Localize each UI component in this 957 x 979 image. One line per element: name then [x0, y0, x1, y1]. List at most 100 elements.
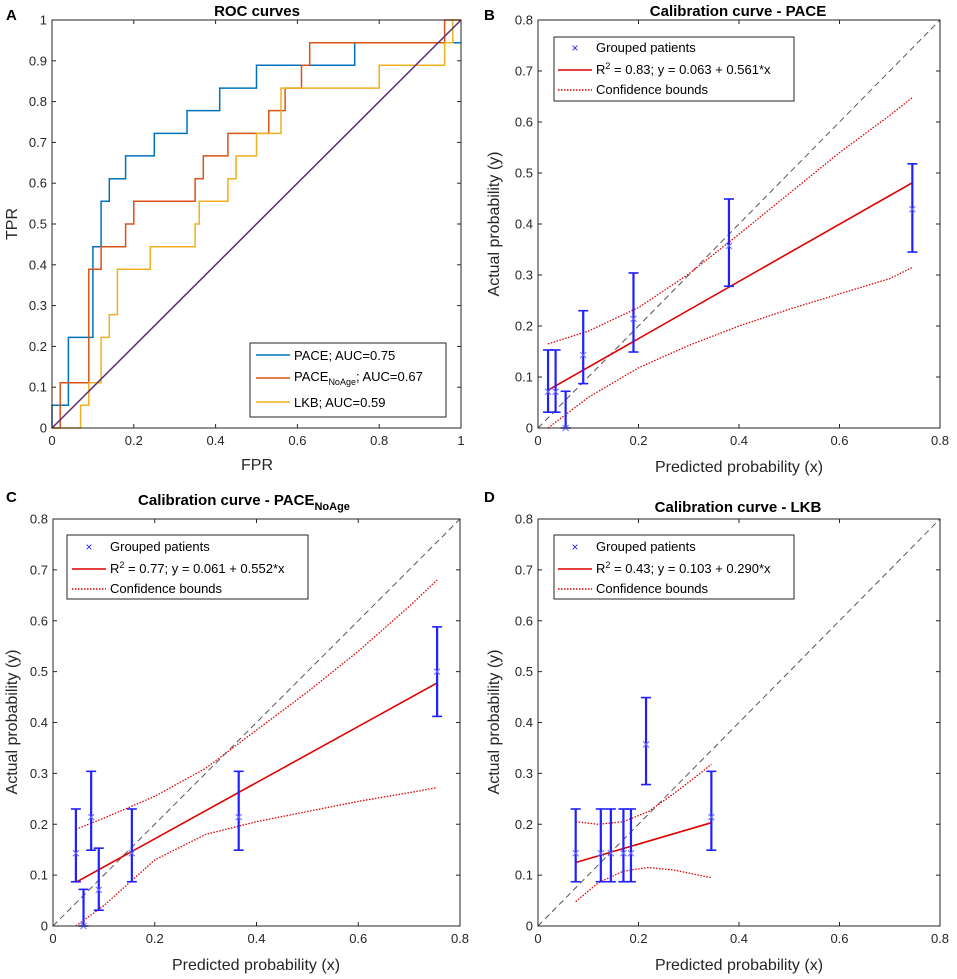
- y-tick-label: 0.3: [515, 766, 533, 781]
- y-tick-label: 0.3: [515, 268, 533, 283]
- y-tick-label: 0.1: [29, 380, 47, 395]
- b-legend-fit: R2 = 0.83; y = 0.063 + 0.561*x: [596, 61, 771, 77]
- point-marker-stroke: [909, 205, 916, 213]
- x-tick-label: 0.4: [247, 931, 265, 946]
- grouped-patient-point: [708, 813, 715, 821]
- d-xlabel: Predicted probability (x): [655, 957, 823, 974]
- b-legend-box: [553, 36, 795, 102]
- upper-bound-line: [547, 96, 913, 345]
- d-legend-box: [553, 534, 795, 600]
- y-tick-label: 0: [526, 919, 533, 934]
- y-tick-label: 0.9: [29, 53, 47, 68]
- y-tick-label: 0.6: [515, 115, 533, 130]
- grouped-patient-point: [620, 849, 627, 857]
- y-tick-label: 0.6: [515, 613, 533, 628]
- y-tick-label: 0.8: [515, 512, 533, 527]
- a-ticks: 0 0.2 0.4 0.6 0.8 1 0 0.1 0.2 0.3 0.4 0.5 0.6 0.7 0.8 0…: [29, 13, 465, 449]
- panel-b-calibration-pace: B Calibration curve - PACE 0 0.2 0.4 0.6 0.8…: [484, 3, 949, 476]
- y-tick-label: 0.1: [515, 868, 533, 883]
- fit-line: [575, 821, 712, 864]
- c-ticks: 0 0.2 0.4 0.6 0.8 0 0.1 0.2 0.3 0.4 0.5 0.6 0.7 0.8: [30, 512, 469, 947]
- lower-bound-line: [575, 866, 712, 903]
- y-tick-label: 0.2: [29, 339, 47, 354]
- y-tick-label: 0.6: [29, 176, 47, 191]
- x-tick-label: 0.6: [349, 931, 367, 946]
- a-legend-lkb: LKB; AUC=0.59: [294, 395, 385, 410]
- error-bar: [543, 349, 554, 413]
- error-bar: [550, 349, 561, 413]
- a-lines: [51, 19, 462, 429]
- d-legend-points: Grouped patients: [596, 539, 696, 554]
- c-legend-fit: R2 = 0.77; y = 0.061 + 0.552*x: [110, 560, 285, 576]
- c-title: Calibration curve - PACENoAge: [138, 492, 350, 513]
- c-legend: × Grouped patients R2 = 0.77; y = 0.061 …: [66, 534, 309, 600]
- y-tick-label: 0.8: [515, 13, 533, 28]
- y-tick-label: 0.4: [515, 715, 533, 730]
- error-bar: [605, 808, 616, 883]
- x-tick-label: 0.4: [730, 931, 748, 946]
- d-legend-bounds: Confidence bounds: [596, 581, 709, 596]
- point-marker-stroke: [579, 351, 587, 359]
- y-tick-label: 0.4: [29, 257, 47, 272]
- error-bar: [595, 808, 606, 883]
- point-marker-stroke: [620, 849, 627, 857]
- c-legend-box: [66, 534, 309, 600]
- d-plot: [537, 518, 941, 927]
- fit-line: [75, 682, 438, 884]
- roc-line-pace-noage: [52, 19, 461, 429]
- roc-title: ROC curves: [214, 3, 300, 20]
- y-tick-label: 0.4: [515, 217, 533, 232]
- panel-label-d: D: [484, 489, 495, 506]
- grouped-patient-point: [909, 205, 916, 213]
- point-marker-stroke: [607, 849, 615, 857]
- x-tick-label: 0.2: [629, 931, 647, 946]
- point-marker-stroke: [627, 849, 635, 857]
- panel-label-a: A: [6, 7, 17, 24]
- error-bar: [723, 198, 734, 288]
- y-tick-label: 0.5: [515, 664, 533, 679]
- y-tick-label: 1: [40, 13, 47, 28]
- x-tick-label: 0.2: [125, 433, 143, 448]
- grouped-patient-point: [572, 849, 580, 857]
- y-tick-label: 0: [40, 421, 47, 436]
- grouped-patient-point: [607, 849, 615, 857]
- error-bar: [641, 696, 652, 786]
- grouped-patient-point: [72, 849, 80, 857]
- error-bar: [126, 808, 137, 883]
- error-bar: [706, 770, 717, 851]
- y-tick-label: 0.2: [515, 817, 533, 832]
- point-marker-stroke: [128, 849, 136, 857]
- roc-line-pace: [51, 42, 461, 428]
- y-tick-label: 0.7: [29, 135, 47, 150]
- c-plot: [52, 518, 461, 930]
- point-marker-stroke: [572, 849, 580, 857]
- b-legend: × Grouped patients R2 = 0.83; y = 0.063 …: [553, 36, 795, 102]
- error-bar: [86, 770, 97, 851]
- y-tick-label: 0.4: [30, 715, 48, 730]
- x-tick-label: 0.8: [931, 433, 949, 448]
- panel-label-c: C: [6, 489, 17, 506]
- b-legend-points: Grouped patients: [596, 40, 696, 55]
- x-tick-label: 0.8: [451, 931, 469, 946]
- y-tick-label: 0.1: [30, 868, 48, 883]
- a-legend: PACE; AUC=0.75 PACENoAge; AUC=0.67 LKB; …: [249, 342, 447, 418]
- point-marker-stroke: [630, 315, 637, 323]
- error-bar: [570, 808, 581, 883]
- y-tick-label: 0.7: [30, 562, 48, 577]
- y-tick-label: 0.3: [29, 298, 47, 313]
- d-ylabel: Actual probability (y): [486, 650, 503, 795]
- a-legend-noage: PACENoAge; AUC=0.67: [294, 369, 423, 387]
- c-ylabel: Actual probability (y): [4, 650, 21, 795]
- b-legend-bounds: Confidence bounds: [596, 82, 709, 97]
- x-tick-label: 0.2: [629, 433, 647, 448]
- b-axes-box: [537, 19, 941, 429]
- x-tick-label: 0.4: [730, 433, 748, 448]
- x-tick-label: 0.6: [830, 931, 848, 946]
- point-marker-stroke: [642, 741, 650, 748]
- c-legend-points: Grouped patients: [110, 539, 210, 554]
- error-bar: [78, 888, 89, 927]
- roc-line-diagonal-roc: [51, 19, 462, 429]
- y-tick-label: 0.2: [515, 319, 533, 334]
- x-tick-label: 0.6: [288, 433, 306, 448]
